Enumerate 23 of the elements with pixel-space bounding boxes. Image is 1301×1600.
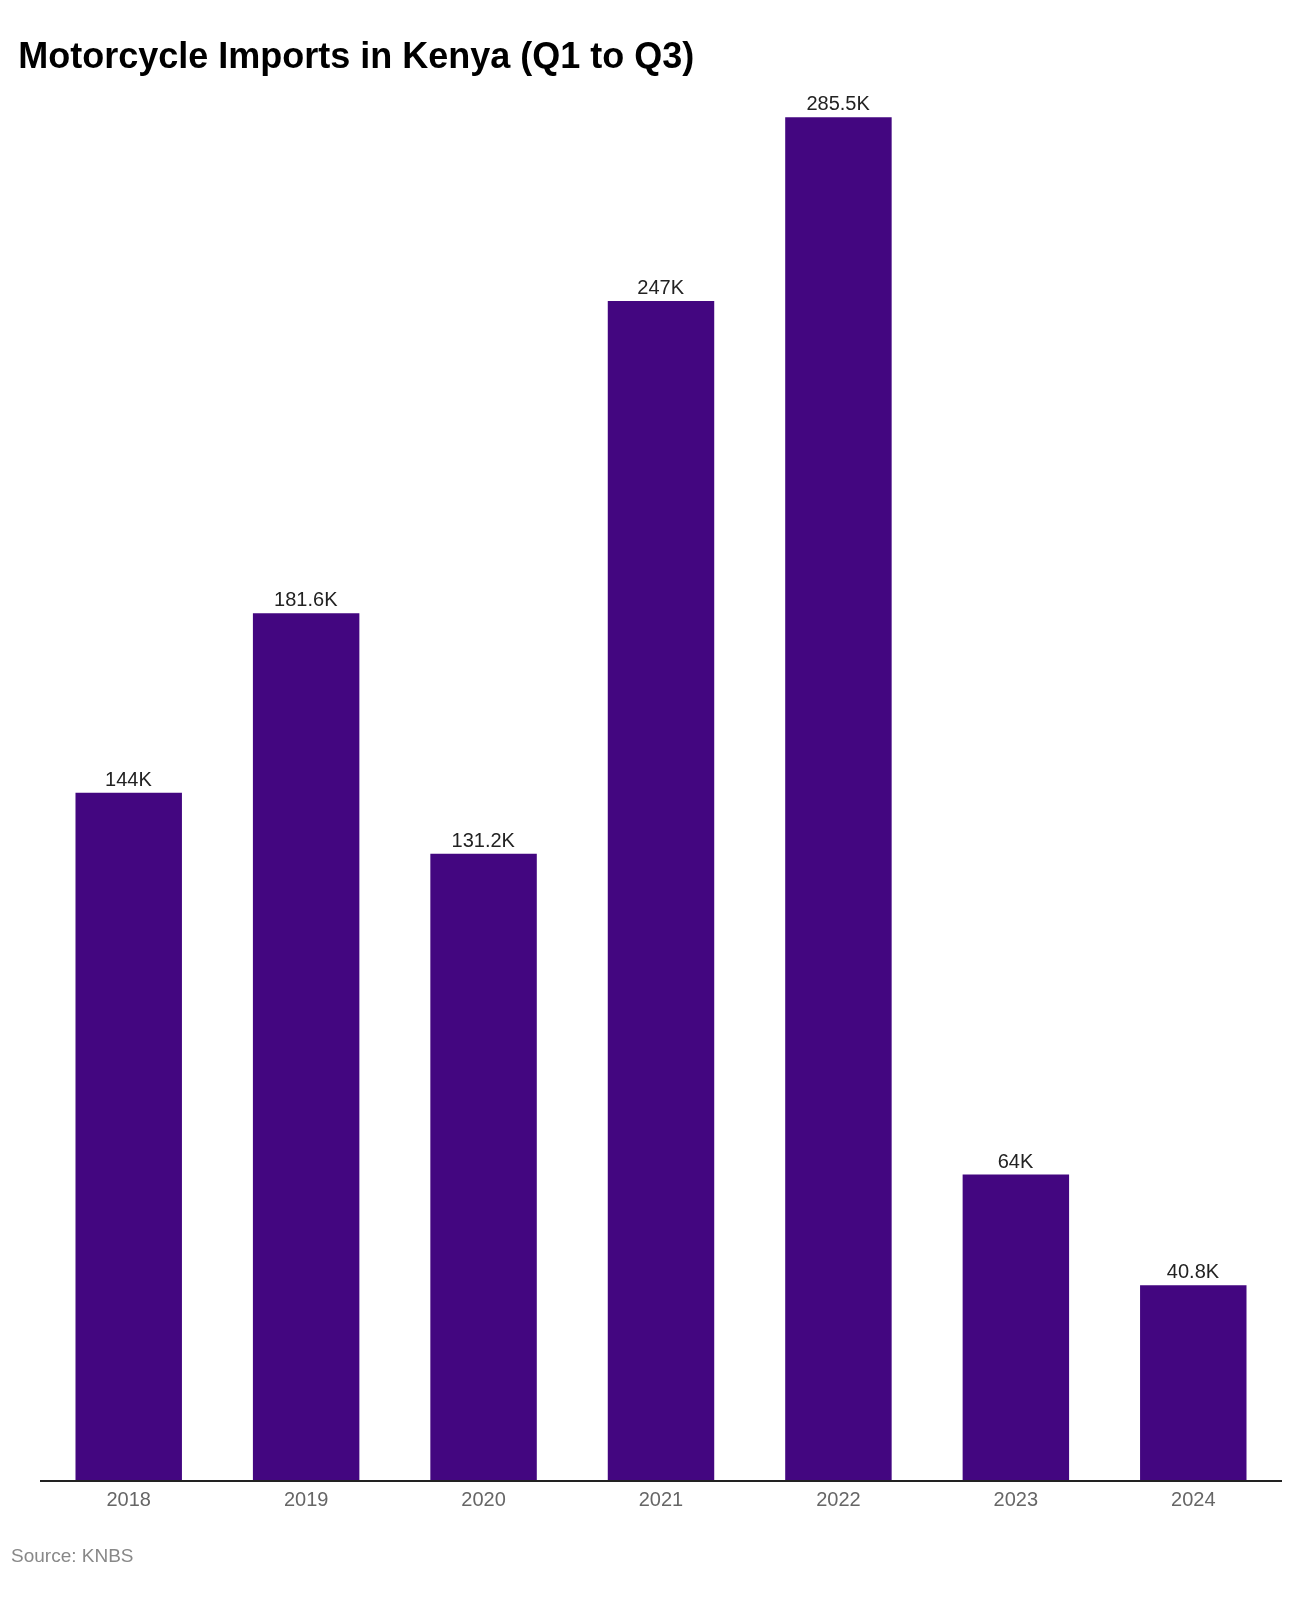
x-tick-label: 2021 bbox=[638, 1487, 684, 1510]
bar bbox=[75, 792, 182, 1480]
bar bbox=[1140, 1285, 1247, 1480]
source-note: Source: KNBS bbox=[11, 1545, 134, 1566]
x-tick-label: 2022 bbox=[816, 1487, 861, 1510]
data-label: 181.6K bbox=[274, 588, 339, 611]
data-label: 247K bbox=[637, 276, 685, 299]
bar bbox=[962, 1174, 1070, 1480]
bar bbox=[607, 301, 715, 1480]
bar bbox=[430, 853, 537, 1480]
data-label: 285.5K bbox=[806, 92, 871, 115]
x-tick-label: 2019 bbox=[283, 1487, 329, 1510]
x-tick-label: 2020 bbox=[461, 1487, 506, 1510]
bar bbox=[785, 117, 892, 1480]
chart-title: Motorcycle Imports in Kenya (Q1 to Q3) bbox=[18, 35, 695, 77]
x-tick-label: 2018 bbox=[106, 1487, 151, 1510]
data-label: 40.8K bbox=[1166, 1260, 1220, 1283]
data-label: 131.2K bbox=[451, 828, 516, 851]
bar bbox=[252, 613, 360, 1480]
data-label: 64K bbox=[997, 1149, 1034, 1172]
data-label: 144K bbox=[105, 767, 153, 790]
x-tick-label: 2023 bbox=[993, 1487, 1039, 1510]
x-tick-label: 2024 bbox=[1171, 1487, 1216, 1510]
